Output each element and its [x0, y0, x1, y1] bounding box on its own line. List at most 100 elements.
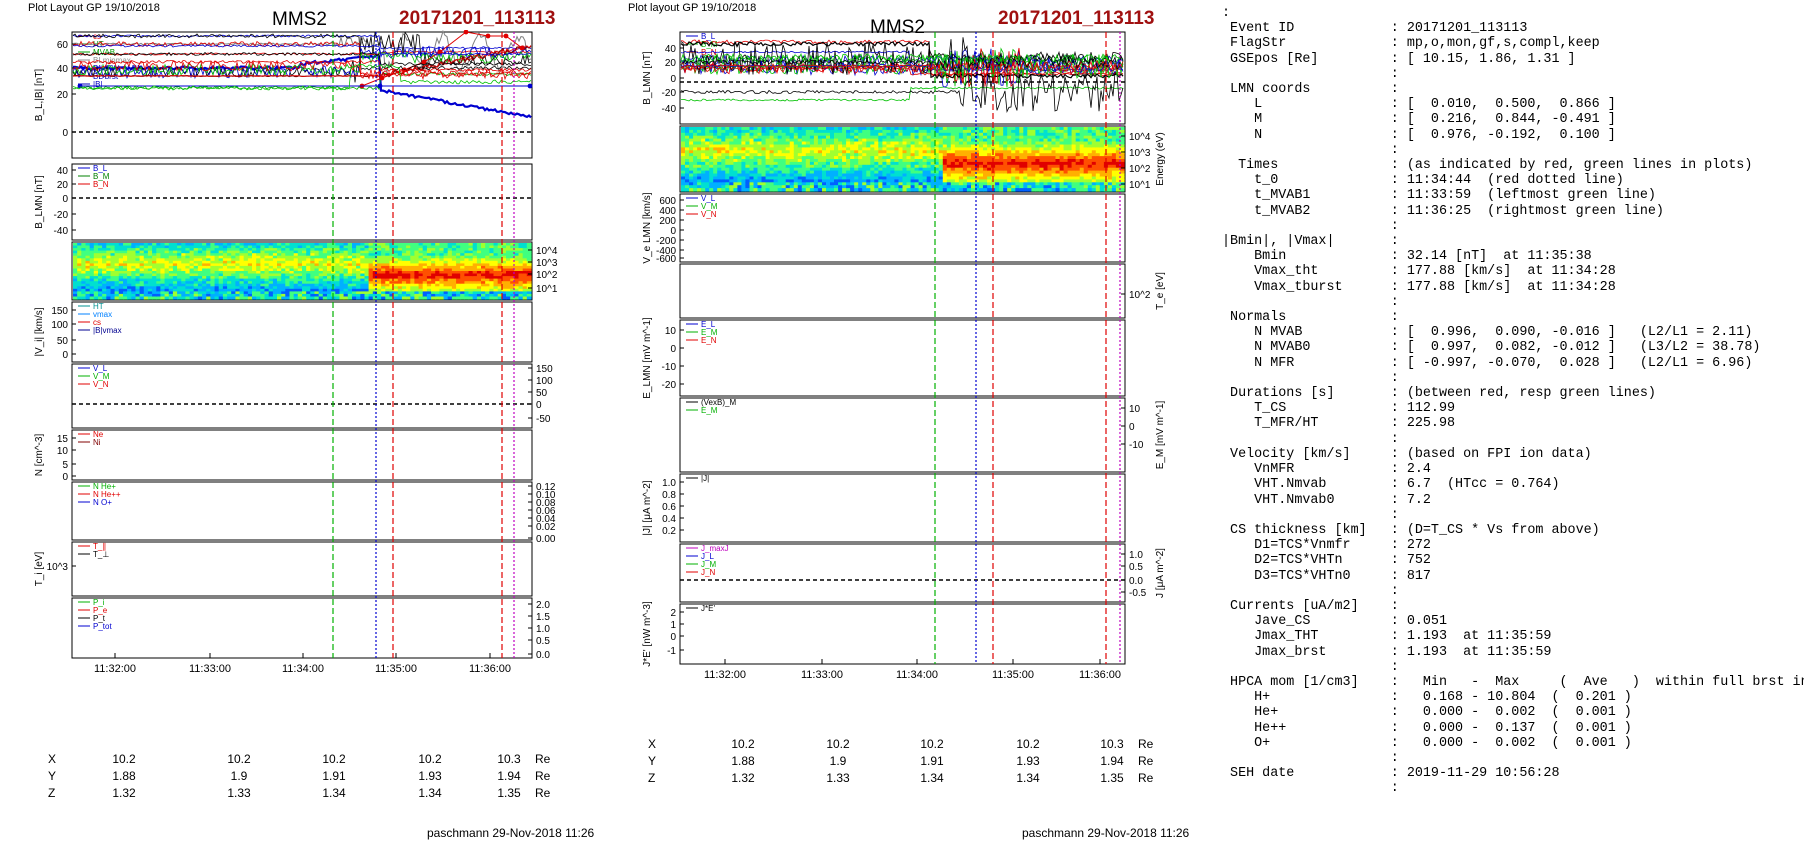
spectrogram-cell [493, 243, 499, 247]
spectrogram-cell [813, 129, 819, 134]
spectrogram-cell [1047, 164, 1053, 169]
spectrogram-cell [451, 278, 457, 282]
spectrogram-cell [709, 170, 714, 175]
spectrogram-cell [514, 291, 520, 295]
spectrogram-cell [1003, 144, 1008, 148]
spectrogram-cell [460, 273, 465, 277]
spectrogram-cell [737, 167, 742, 172]
spectrogram-cell [938, 188, 944, 192]
spectrogram-cell [1087, 129, 1093, 134]
spectrogram-cell [239, 263, 245, 267]
spectrogram-cell [285, 286, 291, 290]
spectrogram-cell [389, 253, 395, 257]
spectrogram-cell [376, 273, 382, 277]
spectrogram-cell [850, 147, 855, 151]
spectrogram-cell [360, 278, 366, 282]
spectrogram-cell [878, 150, 883, 154]
spectrogram-cell [1011, 188, 1016, 192]
spectrogram-cell [745, 144, 750, 148]
spectrogram-cell [773, 161, 779, 166]
spectrogram-cell [1075, 147, 1081, 151]
spectrogram-cell [156, 296, 162, 300]
spectrogram-cell [135, 281, 141, 285]
spectrogram-cell [689, 167, 694, 172]
spectrogram-cell [268, 258, 274, 262]
spectrogram-cell [1047, 182, 1053, 186]
spectrogram-cell [514, 253, 520, 257]
spectrogram-cell [721, 127, 726, 131]
spectrogram-cell [360, 273, 366, 277]
spectrogram-cell [260, 278, 266, 282]
spectrogram-cell [501, 271, 507, 275]
spectrogram-cell [268, 271, 274, 275]
spectrogram-cell [1083, 179, 1089, 183]
spectrogram-cell [168, 260, 174, 264]
spectrogram-cell [1055, 127, 1061, 131]
spectrogram-cell [385, 276, 391, 280]
spectrogram-cell [131, 286, 137, 290]
spectrogram-cell [93, 253, 99, 257]
spectrogram-cell [1039, 150, 1044, 154]
spectrogram-cell [489, 258, 495, 262]
spectrogram-cell [789, 132, 795, 137]
spectrogram-cell [886, 185, 891, 189]
spectrogram-cell [397, 283, 403, 287]
spectrogram-cell [979, 135, 984, 140]
spectrogram-cell [127, 248, 132, 252]
spectrogram-cell [260, 260, 266, 264]
spectrogram-cell [297, 268, 303, 272]
spectrogram-cell [793, 164, 799, 169]
spectrogram-cell [356, 281, 361, 285]
spectrogram-cell [81, 283, 87, 287]
spectrogram-cell [781, 156, 787, 160]
spectrogram-cell [327, 255, 332, 259]
spectrogram-cell [1083, 176, 1089, 180]
spectrogram-cell [481, 271, 486, 275]
spectrogram-cell [518, 286, 524, 290]
legend-label: cs [93, 32, 101, 41]
spectrogram-cell [110, 271, 116, 275]
spectrogram-cell [227, 296, 232, 300]
spectrogram-cell [757, 129, 763, 134]
spectrogram-cell [160, 291, 166, 295]
spectrogram-cell [999, 147, 1004, 151]
spectrogram-cell [193, 268, 199, 272]
spectrogram-cell [356, 296, 361, 300]
spectrogram-cell [874, 176, 879, 180]
spectrogram-cell [285, 255, 291, 259]
spectrogram-cell [713, 161, 718, 166]
spectrogram-cell [902, 161, 908, 166]
spectrogram-cell [1047, 144, 1053, 148]
spectrogram-cell [733, 159, 738, 163]
spectrogram-cell [497, 255, 503, 259]
spectrogram-cell [870, 127, 875, 131]
spectrogram-cell [789, 159, 795, 163]
spectrogram-cell [81, 286, 87, 290]
spectrogram-cell [376, 281, 382, 285]
spectrogram-cell [757, 141, 763, 145]
spectrogram-cell [339, 245, 345, 249]
spectrogram-cell [1011, 159, 1016, 163]
spectrogram-cell [1095, 135, 1101, 140]
spectrogram-cell [372, 283, 378, 287]
spectrogram-cell [681, 127, 686, 131]
spectrogram-cell [918, 153, 924, 157]
spectrogram-cell [206, 260, 211, 264]
spectrogram-cell [765, 159, 771, 163]
spectrogram-cell [813, 147, 819, 151]
y-axis-label: |V_i| [km/s] [34, 307, 45, 356]
spectrogram-cell [983, 127, 988, 131]
spectrogram-cell [717, 156, 722, 160]
spectrogram-cell [801, 176, 807, 180]
spectrogram-cell [898, 135, 904, 140]
spectrogram-cell [422, 260, 428, 264]
spectrogram-cell [393, 260, 399, 264]
spectrogram-cell [745, 182, 750, 186]
spectrogram-cell [293, 263, 299, 267]
spectrogram-cell [322, 265, 328, 269]
spectrogram-cell [1027, 170, 1032, 175]
spectrogram-cell [493, 278, 499, 282]
spectrogram-cell [729, 188, 734, 192]
spectrogram-cell [922, 176, 928, 180]
spectrogram-cell [118, 260, 124, 264]
